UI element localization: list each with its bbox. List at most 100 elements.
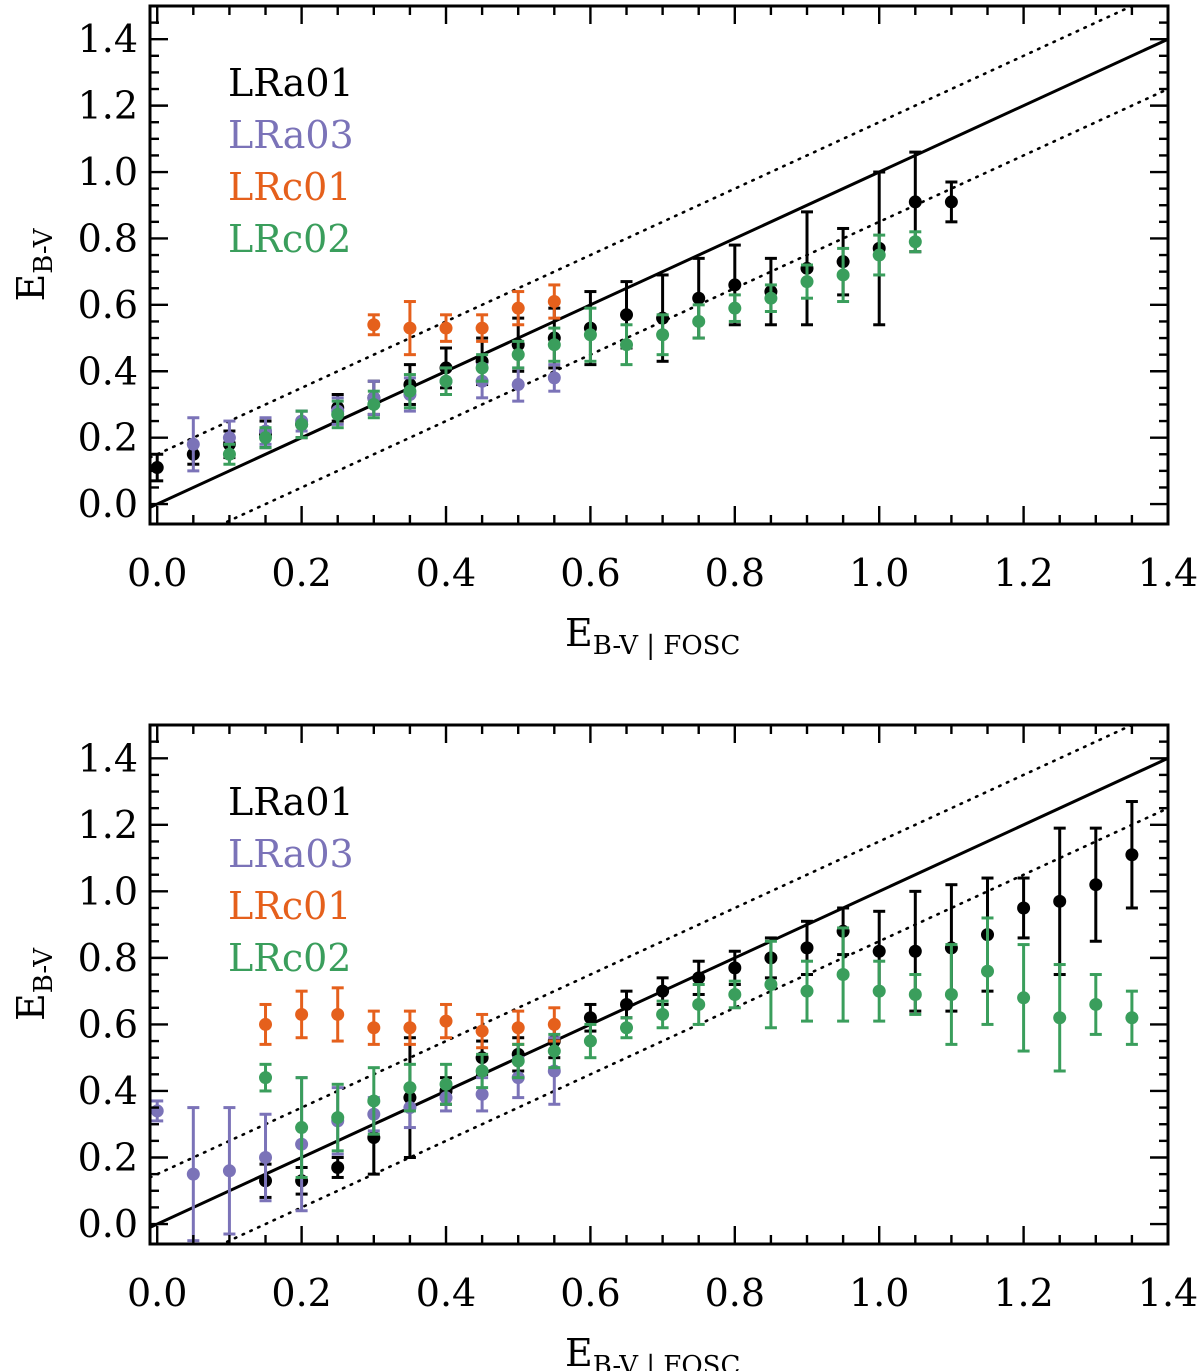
data-point-LRc02-0	[259, 1071, 273, 1085]
data-point-LRc01-0	[259, 1017, 273, 1031]
x-tick-label: 1.4	[1138, 551, 1198, 595]
data-point-LRc01-5	[439, 1014, 453, 1028]
y-tick-label: 0.2	[78, 1136, 138, 1180]
data-point-LRa03-10	[547, 371, 561, 385]
data-point-LRc02-3	[367, 1094, 381, 1108]
data-point-LRc02-16	[836, 968, 850, 982]
y-tick-label: 1.2	[78, 803, 138, 847]
data-point-LRc02-13	[692, 314, 706, 328]
series-LRc01	[367, 283, 561, 357]
data-point-LRc02-15	[800, 984, 814, 998]
data-point-LRa01-11	[656, 984, 670, 998]
x-tick-label: 0.2	[271, 1271, 331, 1315]
data-point-LRc02-14	[728, 301, 742, 315]
y-axis-title-sub: B-V	[29, 227, 59, 273]
data-point-LRc02-19	[908, 235, 922, 249]
data-point-LRc01-6	[475, 1024, 489, 1038]
data-point-LRc02-21	[1017, 991, 1031, 1005]
data-point-LRc01-5	[547, 295, 561, 309]
data-point-LRa01-10	[620, 997, 634, 1011]
data-point-LRc02-10	[583, 328, 597, 342]
data-point-LRc02-6	[439, 374, 453, 388]
data-point-LRa03-1	[186, 1167, 200, 1181]
y-tick-label: 1.0	[78, 869, 138, 913]
data-point-LRa01-13	[728, 961, 742, 975]
reference-line-upper-bound	[150, 6, 1136, 459]
y-tick-label: 0.8	[78, 936, 138, 980]
y-tick-label: 0.4	[78, 1069, 138, 1113]
y-tick-label: 0.0	[78, 482, 138, 526]
data-point-LRa01-23	[1089, 878, 1103, 892]
data-point-LRc02-13	[728, 987, 742, 1001]
data-point-LRc02-18	[908, 987, 922, 1001]
data-point-LRc01-2	[439, 321, 453, 335]
y-axis-title: EB-V	[9, 947, 59, 1021]
data-point-LRc02-6	[475, 1064, 489, 1078]
series-LRc02	[259, 916, 1139, 1179]
data-point-LRc02-9	[583, 1034, 597, 1048]
x-tick-label: 1.0	[849, 1271, 909, 1315]
top-panel: 0.0 0.2 0.4 0.6 0.8 1.0 1.2 1.4 0.0 0.2 0.4 0.6 0.8 1…	[9, 4, 1198, 661]
data-point-LRa03-9	[511, 378, 525, 392]
x-tick-label: 0.2	[271, 551, 331, 595]
data-point-LRa03-0	[186, 437, 200, 451]
data-point-LRc01-0	[367, 318, 381, 332]
x-tick-label: 0.6	[560, 1271, 620, 1315]
data-point-LRa01-2	[331, 1160, 345, 1174]
x-tick-label: 0.4	[416, 551, 476, 595]
y-tick-label: 1.4	[78, 736, 138, 780]
data-point-LRc02-5	[403, 384, 417, 398]
data-point-LRc02-4	[403, 1081, 417, 1095]
data-point-LRc02-1	[259, 431, 273, 445]
reference-line-one-to-one	[150, 37, 1168, 509]
data-point-LRa01-17	[872, 944, 886, 958]
data-point-LRa01-22	[944, 195, 958, 209]
legend-entry-LRa03: LRa03	[228, 113, 354, 157]
data-point-LRc02-23	[1089, 997, 1103, 1011]
data-point-LRc01-8	[547, 1017, 561, 1031]
legend-entry-LRa01: LRa01	[228, 780, 354, 824]
data-point-LRc01-4	[511, 301, 525, 315]
x-axis-title: EB-V | FOSC	[565, 611, 740, 661]
data-point-LRa03-2	[222, 1164, 236, 1178]
legend-entry-LRc01: LRc01	[228, 165, 351, 209]
data-point-LRa03-0	[150, 1104, 164, 1118]
x-tick-label: 1.4	[1138, 1271, 1198, 1315]
data-point-LRc02-24	[1125, 1011, 1139, 1025]
data-point-LRc01-7	[511, 1021, 525, 1035]
y-axis-title-main: E	[9, 274, 53, 302]
data-point-LRc02-7	[475, 361, 489, 375]
legend-entry-LRa01: LRa01	[228, 61, 354, 105]
data-point-LRa03-3	[259, 1151, 273, 1164]
x-axis-title-sub: B-V | FOSC	[593, 1351, 741, 1371]
x-tick-label: 1.2	[993, 1271, 1053, 1315]
data-point-LRc02-8	[547, 1044, 561, 1058]
x-tick-label: 0.8	[705, 551, 765, 595]
data-point-LRc02-19	[944, 987, 958, 1001]
x-axis-title-sub: B-V | FOSC	[593, 631, 741, 661]
data-point-LRc01-1	[295, 1007, 309, 1021]
y-tick-label: 0.8	[78, 216, 138, 260]
ticks	[150, 6, 1170, 524]
data-point-LRa01-24	[1125, 848, 1139, 862]
legend-entry-LRc01: LRc01	[228, 884, 351, 928]
data-point-LRc01-1	[403, 321, 417, 335]
series-LRc01	[259, 986, 561, 1050]
x-tick-label: 0.6	[560, 551, 620, 595]
x-axis-title-main: E	[565, 1331, 593, 1371]
bottom-panel: 0.0 0.2 0.4 0.6 0.8 1.0 1.2 1.4 0.0 0.2 0.4 0.6 0.8 1…	[9, 723, 1198, 1371]
y-tick-label: 1.4	[78, 17, 138, 61]
y-tick-label: 0.6	[78, 1002, 138, 1046]
series-LRc02	[222, 230, 922, 466]
data-point-LRc02-16	[800, 275, 814, 289]
data-point-LRc01-2	[331, 1007, 345, 1021]
y-axis-title-sub: B-V	[29, 947, 59, 993]
series-LRa03	[150, 1036, 561, 1243]
legend: LRa01 LRa03 LRc01 LRc02	[228, 780, 354, 980]
y-tick-label: 0.4	[78, 349, 138, 393]
data-point-LRc02-17	[836, 268, 850, 282]
data-point-LRa01-21	[908, 195, 922, 209]
data-point-LRc02-8	[511, 348, 525, 362]
data-point-LRc01-3	[475, 321, 489, 335]
data-point-LRa03-1	[222, 431, 236, 445]
